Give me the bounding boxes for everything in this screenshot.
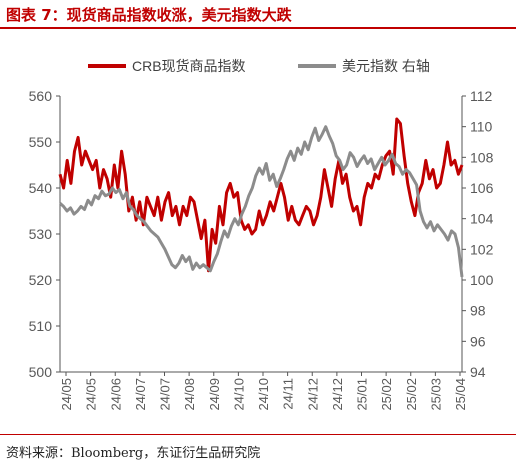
- x-tick-label: 25/04: [453, 378, 468, 411]
- series-lines: [58, 117, 464, 278]
- x-tick-label: 24/10: [256, 378, 271, 411]
- x-tick-label: 24/05: [59, 378, 74, 411]
- chart-svg: CRB现货商品指数 美元指数 右轴 500 510 520 530 540 550 560 94…: [29, 58, 494, 411]
- axes: 500 510 520 530 540 550 560 94 96 98 100 102 104 106 1…: [29, 88, 494, 411]
- x-tick-label: 25/01: [355, 378, 370, 411]
- legend-label-usd: 美元指数 右轴: [342, 58, 430, 74]
- x-tick-label: 24/10: [231, 378, 246, 411]
- x-tick-label: 24/06: [108, 378, 123, 411]
- left-tick-label: 540: [29, 180, 53, 196]
- x-tick-label: 24/07: [133, 378, 148, 411]
- x-tick-label: 24/12: [330, 378, 345, 411]
- x-tick-label: 24/12: [305, 378, 320, 411]
- source-note: 资料来源：Bloomberg，东证衍生品研究院: [6, 446, 261, 461]
- title-rule: [0, 27, 516, 29]
- right-tick-label: 102: [470, 241, 494, 257]
- left-tick-label: 530: [29, 226, 53, 242]
- right-tick-label: 108: [470, 149, 494, 165]
- right-tick-label: 104: [470, 211, 494, 227]
- right-tick-label: 100: [470, 272, 494, 288]
- x-tick-label: 24/11: [281, 378, 296, 410]
- x-tick-label: 24/08: [182, 378, 197, 411]
- figure-title: 图表 7：现货商品指数收涨，美元指数大跌: [6, 6, 292, 24]
- x-tick-label: 24/05: [84, 378, 99, 411]
- left-tick-label: 510: [29, 318, 53, 334]
- left-tick-label: 550: [29, 134, 53, 150]
- legend-label-crb: CRB现货商品指数: [132, 58, 246, 74]
- usd-series-line: [59, 125, 464, 278]
- x-tick-label: 24/09: [207, 378, 222, 411]
- right-tick-label: 94: [470, 364, 486, 380]
- right-tick-label: 96: [470, 333, 486, 349]
- right-tick-label: 112: [470, 88, 493, 104]
- x-tick-label: 25/02: [404, 378, 419, 411]
- left-tick-label: 500: [29, 364, 53, 380]
- left-tick-label: 560: [29, 88, 53, 104]
- right-tick-label: 98: [470, 303, 486, 319]
- left-tick-label: 520: [29, 272, 53, 288]
- x-tick-label: 25/02: [379, 378, 394, 411]
- right-tick-label: 106: [470, 180, 494, 196]
- x-tick-label: 24/07: [158, 378, 173, 411]
- right-tick-label: 110: [470, 119, 493, 135]
- source-rule: [0, 434, 516, 435]
- legend: CRB现货商品指数 美元指数 右轴: [88, 58, 430, 74]
- x-tick-label: 25/03: [428, 378, 443, 411]
